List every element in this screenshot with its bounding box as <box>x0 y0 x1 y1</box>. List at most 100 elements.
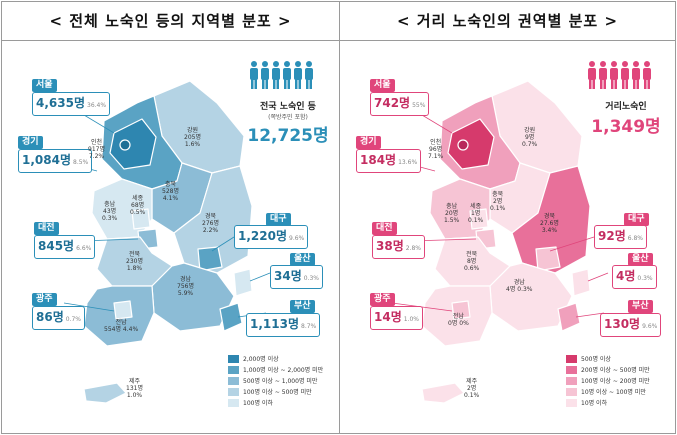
right-daegu-name: 대구 <box>624 213 649 226</box>
left-daegu-box: 1,220명 9.6% <box>234 225 309 249</box>
left-label-jeju: 제주 131명 1.0% <box>126 378 143 399</box>
region-daegu <box>197 246 223 272</box>
region-jeju <box>83 382 127 404</box>
right-korea-map <box>389 61 651 404</box>
right-gwangju-count: 14명 <box>374 310 402 324</box>
right-label-sejong: 세종 1명 0.1% <box>468 203 484 224</box>
left-gyeonggi-count: 1,084명 <box>22 153 71 167</box>
region-jeju <box>421 382 465 404</box>
left-legend-swatch-4 <box>228 387 239 396</box>
right-label-chungnam: 충남 20명 1.5% <box>444 203 460 224</box>
left-total-line2: (쪽방주민 포함) <box>268 114 308 121</box>
right-daejeon-name: 대전 <box>372 222 397 235</box>
region-gwangju <box>451 300 471 320</box>
left-busan-box: 1,113명 8.7% <box>246 313 321 337</box>
left-gyeonggi-box: 1,084명 8.5% <box>18 149 93 173</box>
left-ulsan-name: 울산 <box>290 253 315 266</box>
left-label-gangwon: 강원 205명 1.6% <box>184 127 201 148</box>
left-seoul-count: 4,635명 <box>36 96 85 110</box>
region-sejong <box>469 208 489 230</box>
region-ulsan <box>233 268 253 297</box>
left-gyeonggi-pct: 8.5% <box>73 159 89 166</box>
left-daejeon-pct: 6.6% <box>76 245 92 252</box>
left-daejeon-box: 845명 6.6% <box>34 235 96 259</box>
right-label-jeju: 제주 2명 0.1% <box>464 378 480 399</box>
right-ulsan-name: 울산 <box>628 253 653 266</box>
right-map-panel: 거리노숙인 1,349명 서울 742명 55% 경기 184명 13.6% 대전 … <box>340 41 676 433</box>
left-legend-swatch-2 <box>228 365 239 374</box>
region-gyeongnam <box>489 262 573 332</box>
left-legend: 2,000명 이상 1,000명 이상 ~ 2,000명 미만 500명 이상 … <box>228 353 323 408</box>
right-busan-count: 130명 <box>604 317 641 331</box>
region-gyeongnam <box>151 262 235 332</box>
right-label-incheon: 인천 96명 7.1% <box>428 139 444 160</box>
right-ulsan-box: 4명 0.3% <box>612 265 657 289</box>
left-korea-map <box>51 61 313 404</box>
right-label-chungbuk: 충북 2명 0.1% <box>490 191 506 212</box>
region-gwangju <box>113 300 133 320</box>
right-gwangju-name: 광주 <box>370 293 395 306</box>
right-label-gyeongnam: 경남 4명 0.3% <box>506 279 533 293</box>
right-seoul-pct: 55% <box>412 102 426 109</box>
region-seoul <box>447 118 495 170</box>
right-panel-title: < 거리 노숙인의 권역별 분포 > <box>396 12 619 30</box>
left-legend-swatch-3 <box>228 376 239 385</box>
region-daegu <box>535 246 561 272</box>
left-gwangju-name: 광주 <box>32 293 57 306</box>
region-seoul <box>109 118 157 170</box>
region-sejong <box>131 208 151 230</box>
left-legend-swatch-5 <box>228 398 239 407</box>
region-gyeongbuk <box>511 165 591 274</box>
left-label-gyeongnam: 경남 756명 5.9% <box>177 276 194 297</box>
right-daejeon-pct: 2.8% <box>405 245 421 252</box>
right-label-gyeongbuk: 경북 27.6명 3.4% <box>540 213 559 234</box>
right-busan-box: 130명 9.6% <box>600 313 662 337</box>
right-daegu-pct: 6.8% <box>627 235 643 242</box>
left-daejeon-name: 대전 <box>34 222 59 235</box>
region-ulsan <box>571 268 591 297</box>
left-busan-name: 부산 <box>290 300 315 313</box>
region-gyeongbuk <box>173 165 253 274</box>
left-busan-pct: 8.7% <box>301 323 317 330</box>
region-busan <box>557 302 581 332</box>
left-ulsan-box: 34명 0.3% <box>270 265 323 289</box>
right-total-count: 1,349명 <box>591 117 661 137</box>
left-label-incheon: 인천 917명 7.2% <box>88 139 105 160</box>
right-label-gangwon: 강원 9명 0.7% <box>522 127 538 148</box>
left-map-panel: 전국 노숙인 등 (쪽방주민 포함) 12,725명 서울 4,635명 36.4… <box>2 41 338 433</box>
left-panel-title: < 전체 노숙인 등의 지역별 분포 > <box>49 12 292 30</box>
left-total-block: 전국 노숙인 등 (쪽방주민 포함) 12,725명 <box>242 99 334 146</box>
right-total-block: 거리노숙인 1,349명 <box>580 99 672 137</box>
left-label-gyeongbuk: 경북 276명 2.2% <box>202 213 219 234</box>
right-daejeon-box: 38명 2.8% <box>372 235 425 259</box>
right-seoul-box: 742명 55% <box>370 92 430 116</box>
left-label-jeonnam: 전남 554명 4.4% <box>104 319 139 333</box>
left-daegu-name: 대구 <box>266 213 291 226</box>
left-legend-swatch-1 <box>228 354 239 363</box>
left-total-count: 12,725명 <box>247 126 329 146</box>
right-legend-swatch-2 <box>566 365 577 374</box>
right-gyeonggi-count: 184명 <box>360 153 397 167</box>
right-legend: 500명 이상 200명 이상 ~ 500명 미만 100명 이상 ~ 200명… <box>566 353 650 408</box>
right-gyeonggi-pct: 13.6% <box>398 159 418 166</box>
right-legend-swatch-5 <box>566 398 577 407</box>
left-people-icon <box>250 61 313 89</box>
region-incheon-marker <box>119 139 131 151</box>
left-gyeonggi-name: 경기 <box>18 136 43 149</box>
right-daegu-count: 92명 <box>598 229 626 243</box>
left-label-chungbuk: 충북 528명 4.1% <box>162 181 179 202</box>
right-ulsan-count: 4명 <box>616 269 636 283</box>
right-label-jeonnam: 전남 0명 0% <box>448 313 469 327</box>
right-total-line1: 거리노숙인 <box>605 102 647 112</box>
left-seoul-pct: 36.4% <box>87 102 107 109</box>
right-gwangju-box: 14명 1.0% <box>370 306 423 330</box>
header-divider <box>2 40 675 41</box>
panel-divider <box>339 2 340 433</box>
right-legend-swatch-3 <box>566 376 577 385</box>
left-gwangju-pct: 0.7% <box>65 316 81 323</box>
right-daegu-box: 92명 6.8% <box>594 225 647 249</box>
right-gwangju-pct: 1.0% <box>403 316 419 323</box>
left-ulsan-pct: 0.3% <box>303 275 319 282</box>
left-daejeon-count: 845명 <box>38 239 75 253</box>
